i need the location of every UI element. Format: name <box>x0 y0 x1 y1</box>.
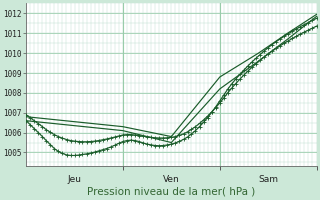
Text: Ven: Ven <box>163 175 180 184</box>
Text: Jeu: Jeu <box>68 175 82 184</box>
X-axis label: Pression niveau de la mer( hPa ): Pression niveau de la mer( hPa ) <box>87 187 255 197</box>
Text: Sam: Sam <box>258 175 278 184</box>
